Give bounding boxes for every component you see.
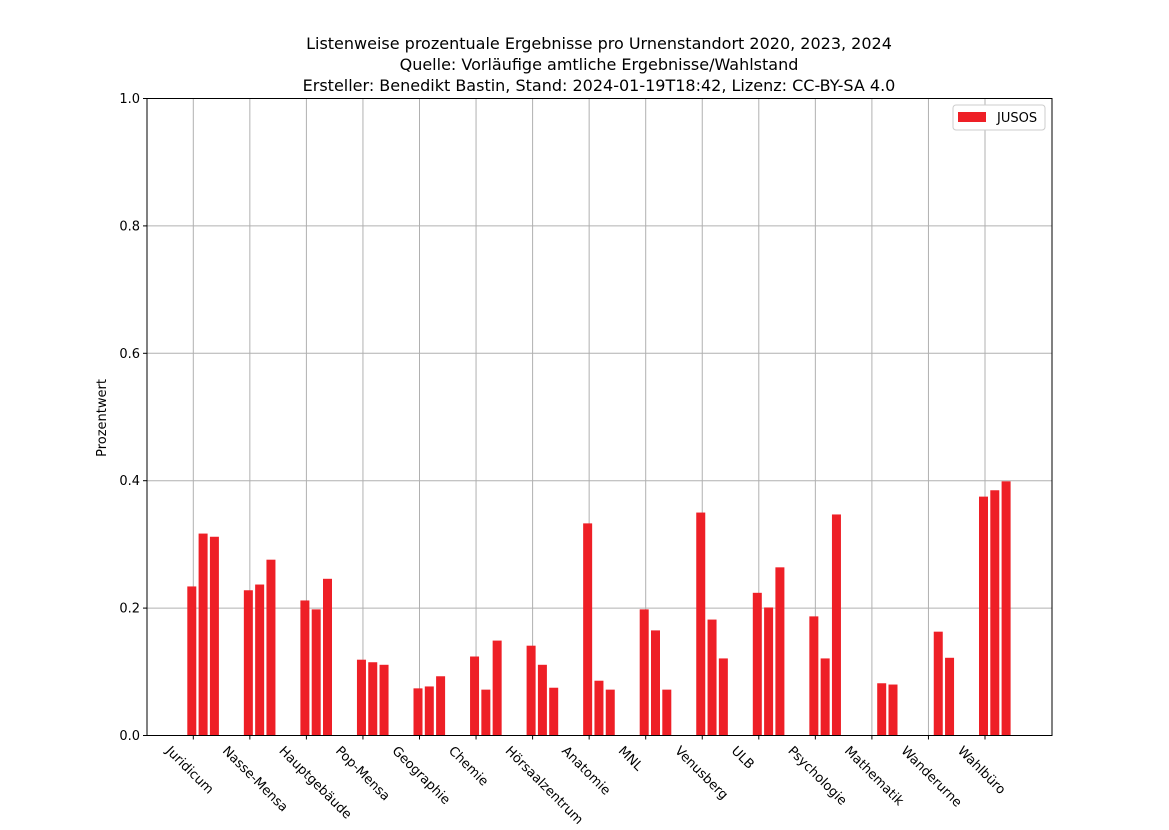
x-tick-label: ULB [728,744,757,773]
bar-Mathematik-2023 [877,683,887,736]
y-tick-label: 0.8 [119,219,140,234]
bar-Pop-Mensa-2024 [379,664,389,736]
y-tick-label: 1.0 [119,92,140,107]
x-tick-label: Geographie [389,744,453,808]
x-tick-label: Psychologie [785,744,850,809]
bar-Anatomie-2024 [605,689,615,736]
bar-Nasse-Mensa-2024 [266,559,276,736]
bar-Hörsaalzentrum-2023 [537,664,547,736]
bar-Chemie-2024 [492,640,502,736]
bar-Wanderurne-2023 [933,631,943,736]
bar-Anatomie-2020 [583,523,593,736]
bar-Chemie-2020 [470,656,480,736]
bar-Wahlbüro-2023 [990,490,1000,736]
bar-Hörsaalzentrum-2024 [549,687,559,736]
bar-Hauptgebäude-2024 [323,578,332,736]
legend-label: JUSOS [996,111,1037,126]
y-tick-label: 0.4 [119,474,140,489]
bar-Juridicum-2024 [209,536,219,736]
y-axis-label: Prozentwert [95,379,110,457]
bar-Wanderurne-2024 [945,657,955,736]
bars [187,481,1011,736]
bar-Venusberg-2020 [696,512,706,736]
bar-Anatomie-2023 [594,680,604,736]
y-tick-label: 0.2 [119,602,140,617]
bar-Psychologie-2020 [809,616,819,736]
bar-MNL-2024 [662,689,672,736]
bar-Venusberg-2023 [707,619,717,736]
grid-lines [147,98,1052,736]
bar-Mathematik-2024 [888,684,898,736]
bar-ULB-2023 [764,607,774,736]
y-axis: 0.0 0.2 0.4 0.6 0.8 1.0 [119,92,147,744]
chart-title-line-3: Ersteller: Benedikt Bastin, Stand: 2024-… [303,76,896,95]
x-axis: Juridicum Nasse-MensaHauptgebäudePop-Mens… [162,735,1008,828]
bar-ULB-2020 [752,592,762,736]
bar-Chemie-2023 [481,689,491,736]
bar-Nasse-Mensa-2023 [255,584,265,736]
bar-Wahlbüro-2024 [1001,481,1011,736]
bar-ULB-2024 [775,567,785,736]
bar-Psychologie-2023 [820,658,830,736]
x-tick-label: Anatomie [558,744,613,799]
chart-title-line-1: Listenweise prozentuale Ergebnisse pro U… [306,34,892,53]
bar-MNL-2020 [639,609,649,736]
bar-Pop-Mensa-2023 [368,662,378,736]
bar-Geographie-2024 [436,676,446,736]
y-tick-label: 0.0 [119,729,140,744]
bar-MNL-2023 [651,630,660,736]
plot-frame [146,98,1053,736]
legend-box [952,104,1046,131]
legend: JUSOS [952,104,1046,131]
bar-Geographie-2023 [424,686,434,736]
x-tick-label: Pop-Mensa [332,744,392,804]
bar-Juridicum-2020 [187,586,197,736]
bar-Pop-Mensa-2020 [356,659,366,736]
bar-Nasse-Mensa-2020 [243,590,253,736]
bar-Hauptgebäude-2023 [311,609,321,736]
bar-Hauptgebäude-2020 [300,600,310,736]
legend-swatch [958,112,986,122]
x-tick-label: Mathematik [841,744,907,810]
bar-Geographie-2020 [413,688,423,736]
y-tick-label: 0.6 [119,347,140,362]
bar-Juridicum-2023 [198,533,208,736]
x-tick-label: Chemie [445,744,491,790]
bar-Psychologie-2024 [831,514,841,736]
x-tick-label: Wahlbüro [954,744,1008,798]
bar-Hörsaalzentrum-2020 [526,645,536,736]
chart-title-line-2: Quelle: Vorläufige amtliche Ergebnisse/W… [400,55,799,74]
x-tick-label: MNL [615,744,646,775]
x-tick-label: Venusberg [671,744,730,803]
bar-Venusberg-2024 [718,658,728,736]
bar-Wahlbüro-2020 [979,496,988,736]
x-tick-label: Juridicum [162,743,216,797]
